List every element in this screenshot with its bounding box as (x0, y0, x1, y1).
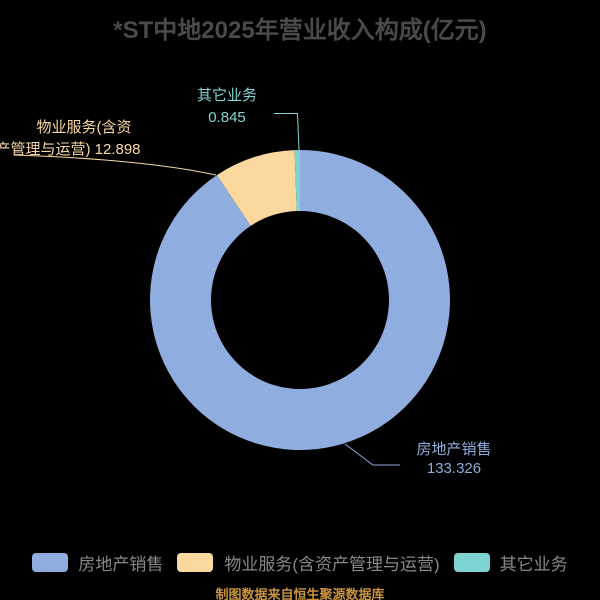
svg-text:物业服务(含资: 物业服务(含资 (37, 119, 132, 136)
svg-text:其它业务: 其它业务 (197, 86, 257, 104)
svg-text:房地产销售: 房地产销售 (416, 441, 491, 458)
svg-text:产管理与运营) 12.898: 产管理与运营) 12.898 (0, 141, 141, 158)
svg-text:0.845: 0.845 (208, 109, 246, 126)
svg-text:133.326: 133.326 (427, 460, 481, 477)
